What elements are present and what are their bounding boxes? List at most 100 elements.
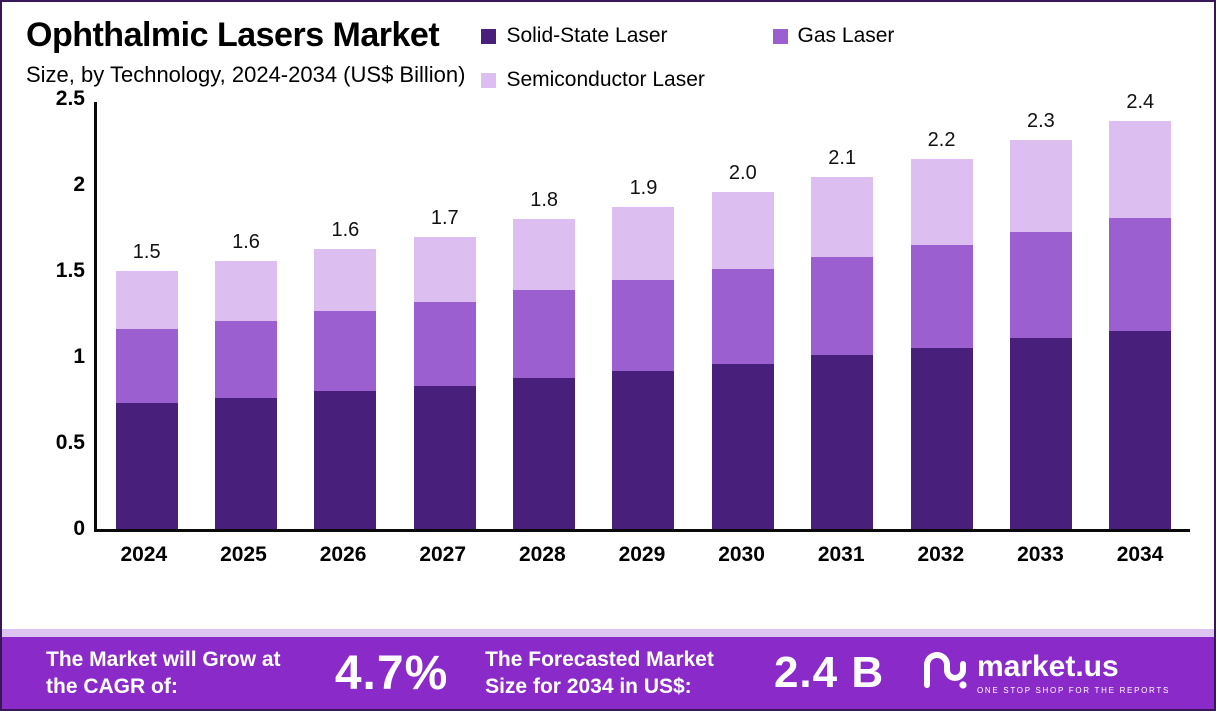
bar-group-2027: 1.7 (413, 206, 476, 529)
bar-segment-solid-state-laser (910, 348, 973, 529)
bar-group-2034: 2.4 (1109, 91, 1172, 529)
bar-segment-gas-laser (413, 301, 476, 387)
bar-value-label: 2.0 (728, 161, 757, 184)
bar-group-2029: 1.9 (612, 177, 675, 529)
bar-segment-semiconductor-laser (910, 159, 973, 246)
bar-segment-gas-laser (1009, 231, 1072, 339)
bar-group-2032: 2.2 (910, 129, 973, 529)
bar-segment-semiconductor-laser (115, 270, 178, 330)
bar-value-label: 1.9 (629, 177, 658, 200)
bar-value-label: 2.4 (1126, 91, 1155, 114)
banner: The Market will Grow at the CAGR of: 4.7… (2, 637, 1214, 709)
chart-title: Ophthalmic Lasers Market (26, 16, 440, 54)
cagr-value: 4.7% (334, 646, 449, 700)
bar-value-label: 2.2 (927, 129, 956, 152)
brand-lockup: market.us ONE STOP SHOP FOR THE REPORTS (921, 650, 1170, 697)
forecast-label: The Forecasted Market Size for 2034 in U… (485, 647, 714, 698)
stacked-bar (1009, 140, 1072, 529)
y-tick-label: 2 (73, 173, 85, 196)
legend-swatch-icon (772, 28, 788, 44)
bar-segment-semiconductor-laser (811, 176, 874, 258)
bar-value-label: 1.6 (331, 218, 360, 241)
stacked-bar (811, 176, 874, 529)
bar-value-label: 1.7 (430, 206, 459, 229)
bar-segment-gas-laser (215, 320, 278, 399)
stacked-bar (711, 191, 774, 529)
chart-card: Ophthalmic Lasers Market Size, by Techno… (2, 2, 1214, 629)
bar-segment-solid-state-laser (513, 377, 576, 529)
bar-group-2025: 1.6 (215, 230, 278, 529)
brand-name: market.us (976, 649, 1119, 683)
bar-segment-solid-state-laser (612, 370, 675, 529)
bar-segment-gas-laser (811, 257, 874, 356)
y-tick-label: 0 (73, 517, 85, 540)
legend: Solid-State Laser Gas Laser Semiconductor … (481, 24, 971, 92)
legend-item-solid-state-laser: Solid-State Laser (481, 24, 668, 48)
x-axis-label: 2025 (220, 543, 267, 566)
bar-value-label: 2.3 (1027, 110, 1055, 133)
x-axis-label: 2024 (120, 543, 168, 566)
x-axis-label: 2031 (817, 543, 865, 566)
chart-header: Ophthalmic Lasers Market Size, by Techno… (2, 2, 1214, 92)
bar-group-2028: 1.8 (513, 189, 576, 529)
title-block: Ophthalmic Lasers Market Size, by Techno… (26, 16, 465, 92)
legend-swatch-icon (481, 72, 497, 88)
bar-segment-semiconductor-laser (314, 248, 377, 311)
stacked-bar (910, 159, 973, 529)
bar-value-label: 1.6 (232, 230, 260, 253)
x-axis-label: 2032 (917, 543, 965, 566)
x-axis-label: 2027 (419, 543, 467, 566)
bar-segment-gas-laser (513, 289, 576, 378)
bar-segment-semiconductor-laser (612, 207, 675, 280)
legend-item-gas-laser: Gas Laser (772, 24, 895, 48)
bar-segment-solid-state-laser (811, 355, 874, 529)
bar-group-2024: 1.5 (115, 240, 178, 529)
bar-group-2031: 2.1 (811, 146, 874, 529)
bar-segment-semiconductor-laser (711, 191, 774, 270)
bar-segment-solid-state-laser (413, 386, 476, 529)
y-tick-label: 2.5 (55, 87, 85, 110)
bar-segment-gas-laser (1109, 217, 1172, 332)
bar-value-label: 1.5 (132, 240, 161, 263)
y-tick-label: 1.5 (55, 259, 85, 282)
x-axis-label: 2029 (618, 543, 666, 566)
bar-segment-semiconductor-laser (1009, 140, 1072, 232)
marketus-logo-icon (921, 650, 967, 697)
bar-segment-semiconductor-laser (1109, 121, 1172, 218)
x-axis-label: 2033 (1017, 543, 1064, 566)
x-axis-label: 2026 (319, 543, 367, 566)
bar-segment-gas-laser (314, 310, 377, 392)
bar-value-label: 2.1 (828, 146, 857, 169)
chart-subtitle: Size, by Technology, 2024-2034 (US$ Bill… (26, 62, 466, 87)
bar-segment-solid-state-laser (215, 398, 278, 529)
bar-segment-solid-state-laser (711, 363, 774, 529)
stacked-bar (115, 270, 178, 529)
stacked-bar (314, 248, 377, 529)
y-tick-label: 0.5 (55, 431, 85, 454)
bar-segment-gas-laser (711, 269, 774, 364)
stacked-bar (1109, 121, 1172, 529)
bar-segment-semiconductor-laser (413, 236, 476, 302)
cagr-label: The Market will Grow at the CAGR of: (46, 647, 281, 698)
legend-label: Semiconductor Laser (506, 68, 705, 91)
bar-segment-solid-state-laser (115, 403, 178, 529)
bar-segment-solid-state-laser (1109, 331, 1172, 529)
legend-item-semiconductor-laser: Semiconductor Laser (481, 68, 705, 92)
bar-segment-semiconductor-laser (215, 260, 278, 321)
bar-segment-solid-state-laser (1009, 338, 1072, 529)
bar-segment-gas-laser (115, 329, 178, 404)
x-axis-label: 2030 (718, 543, 765, 566)
stacked-bar (612, 207, 675, 529)
y-tick-label: 1 (73, 345, 85, 368)
banner-accent-strip (2, 629, 1214, 637)
legend-label: Gas Laser (797, 24, 895, 47)
chart-body: 0 0.5 1 1.5 2 2.5 1.5 1.6 1.6 1.7 1.8 1.9 2.0 2.1 2.2 2… (30, 87, 1190, 567)
legend-swatch-icon (481, 28, 497, 44)
bar-segment-gas-laser (910, 245, 973, 349)
brand-text-block: market.us ONE STOP SHOP FOR THE REPORTS (976, 649, 1170, 695)
bar-segment-gas-laser (612, 279, 675, 371)
x-axis: 2024 2025 2026 2027 2028 2029 2030 2031 2032 2033… (94, 532, 1190, 567)
bar-value-label: 1.8 (530, 189, 559, 212)
x-axis-label: 2028 (518, 543, 566, 566)
bar-segment-semiconductor-laser (513, 219, 576, 290)
